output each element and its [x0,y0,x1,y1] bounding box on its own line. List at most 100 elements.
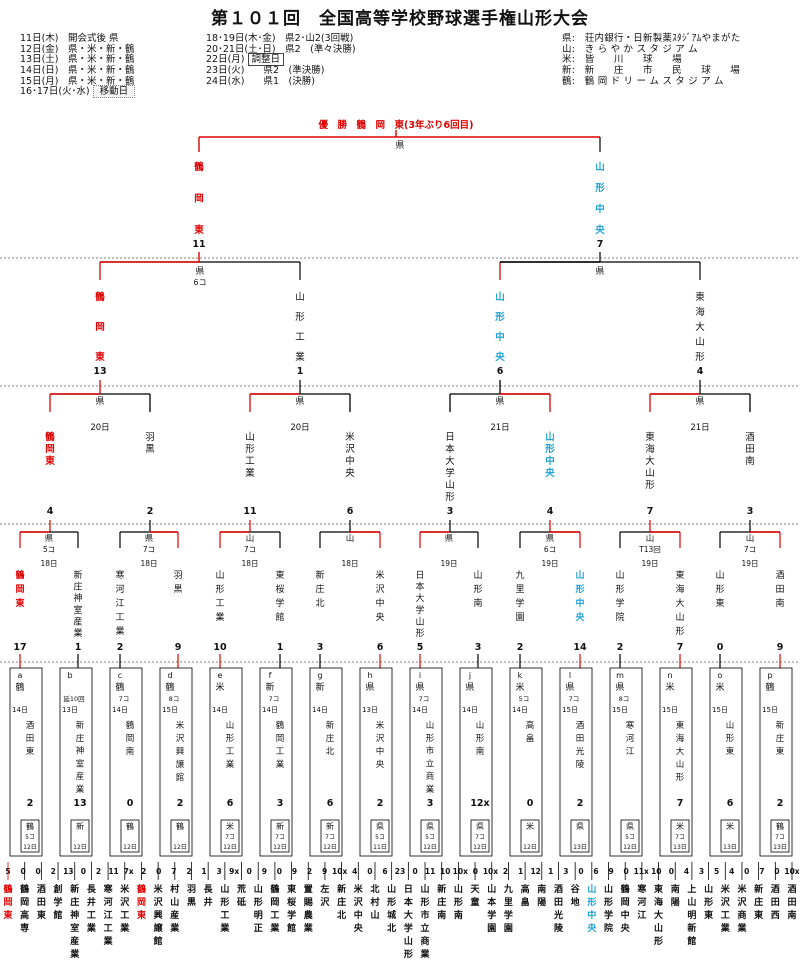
entry-score: 10x [453,867,468,876]
entry-score: 0 [412,867,417,876]
first-round-box [420,819,440,853]
note-label: 7コ [475,834,485,841]
venue-label: 県 [145,534,154,544]
schedule-mid: 18･19日(木･金) 県2･山2(3回戦) 20･21日(土･日) 県2 (準… [206,33,356,87]
entry-team-name: 東 [654,883,663,895]
team-name: 学 [415,604,424,616]
team-name: 大 [695,321,705,333]
venue-label: 新 [265,681,274,693]
entry-score: 7 [171,867,176,876]
entry-team-name: 興 [154,910,163,921]
entry-team-name: 山 [604,883,613,895]
team-name: 北 [315,598,324,609]
note-label: 7コ [244,545,256,554]
team-name: 南 [476,746,485,757]
date-label: 12日 [523,844,537,851]
second-round-box [459,667,493,857]
schedule-line: 18･19日(木･金) 県2･山2(3回戦) [206,33,354,44]
team-name: 鶴 [15,569,24,581]
team-name: 形 [415,627,424,639]
team-name: 市 [426,746,435,757]
team-name: 新 [73,569,82,581]
team-name: 江 [626,747,635,757]
entry-team-name: 寒 [636,883,647,895]
entry-score: 5 [714,867,719,876]
team-name: 形 [476,734,485,744]
venue-legend: 県: 荘内銀行・日新製薬ｽﾀｼﾞｱﾑやまがた 山: き ら や か ス タ ジ … [562,33,741,87]
entry-team-name: 荒 [236,883,246,895]
venue-label: 県 [626,822,634,831]
team-name: 工 [295,332,305,343]
first-round-box [170,819,190,853]
date-label: 14日 [12,706,28,714]
team-name: 庄 [326,733,335,744]
second-round-box [259,667,293,857]
entry-team-name: 鶴 [270,883,279,895]
first-round-box [70,819,90,853]
team-name: 日 [445,432,455,443]
date-label: 12日 [423,844,437,851]
match-letter: m [616,671,624,680]
entry-team-name: 岡 [270,897,279,908]
entry-team-name: 長 [204,884,214,895]
entry-score: 3 [699,867,704,876]
team-name: 寒 [626,720,635,731]
entry-team-name: 庄 [437,896,446,908]
entry-team-name: 山 [220,883,229,895]
team-score: 0 [527,798,534,809]
date-label: 12日 [23,844,37,851]
entry-team-name: 山 [370,909,379,921]
entry-team-name: 形 [421,896,430,908]
entry-score: 9 [292,867,297,876]
entry-team-name: 中 [587,909,596,921]
entry-team-name: 河 [637,896,646,908]
date-label: 15日 [712,706,728,714]
venue-label: 県 [615,682,624,693]
schedule-left: 11日(木) 開会式後 県 12日(金) 県・米・新・鶴 13日(土) 県・米・… [20,33,136,99]
entry-team-name: 桜 [287,896,296,908]
first-round-box [620,819,640,853]
team-name: 黒 [173,584,182,595]
match-letter: i [419,671,421,680]
first-round-box [220,819,240,853]
date-label: 19日 [440,559,457,568]
team-name: 海 [645,443,655,455]
team-name: 形 [426,734,435,744]
venue-line: 新: 新 庄 市 民 球 場 [562,64,741,76]
team-name: 黒 [145,444,155,455]
entry-team-name: 学 [54,896,63,908]
entry-team-name: 中 [621,909,630,921]
team-name: 神 [73,592,82,604]
date-label: 21日 [490,423,509,433]
entry-team-name: 商 [421,935,430,947]
team-name: 東 [15,597,24,609]
date-label: 12日 [323,844,337,851]
entry-team-name: 山 [687,896,696,908]
venue-label: 鶴 [126,821,134,831]
entry-score: 0 [367,867,372,876]
note-label: 5コ [625,834,635,841]
entry-team-name: 業 [169,922,180,934]
entry-team-name: 里 [504,897,513,908]
team-score: 2 [177,798,184,809]
entry-team-name: 江 [637,909,646,921]
entry-team-name: 業 [736,922,747,934]
venue-label: 県 [465,682,474,693]
entry-team-name: 光 [553,909,563,921]
date-label: 14日 [212,706,228,714]
note-label: 7コ [419,695,430,703]
entry-team-name: 工 [721,910,730,921]
entry-team-name: 商 [737,909,746,921]
first-round-box [270,819,290,853]
entry-team-name: 山 [587,883,596,895]
team-name: 田 [26,734,35,744]
schedule-line: 22日(月) 調整日 [206,53,356,67]
entry-team-name: 園 [504,923,513,934]
team-score: 2 [517,642,524,653]
entry-team-name: 西 [771,910,780,921]
team-name: 新 [326,720,335,731]
entry-team-name: 学 [487,909,496,921]
venue-label: 山 [246,533,255,544]
entry-score: 11x [634,867,649,876]
team-score: 6 [327,798,334,809]
